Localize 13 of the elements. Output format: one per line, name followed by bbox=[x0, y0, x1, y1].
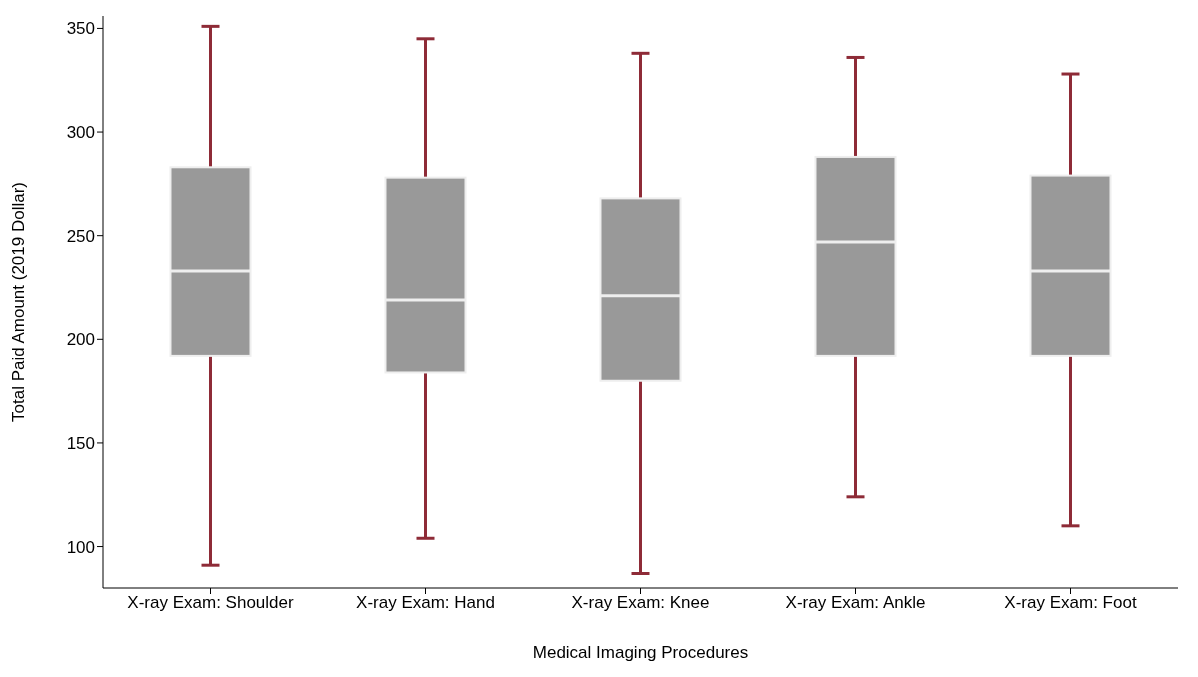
x-tick-label: X-ray Exam: Foot bbox=[1004, 593, 1137, 613]
x-tick-label: X-ray Exam: Knee bbox=[571, 593, 710, 613]
x-tick-label: X-ray Exam: Hand bbox=[356, 593, 495, 613]
y-tick-label: 100 bbox=[66, 537, 95, 557]
y-tick-label: 200 bbox=[66, 330, 95, 350]
x-axis-title: Medical Imaging Procedures bbox=[532, 643, 749, 662]
y-tick-label: 150 bbox=[66, 433, 95, 453]
x-tick-label: X-ray Exam: Ankle bbox=[785, 593, 926, 613]
y-tick-label: 350 bbox=[66, 19, 95, 39]
y-axis-title: Total Paid Amount (2019 Dollar) bbox=[9, 181, 29, 422]
y-tick-label: 250 bbox=[66, 226, 95, 246]
x-tick-label: X-ray Exam: Shoulder bbox=[127, 593, 294, 613]
y-tick-label: 300 bbox=[66, 123, 95, 143]
